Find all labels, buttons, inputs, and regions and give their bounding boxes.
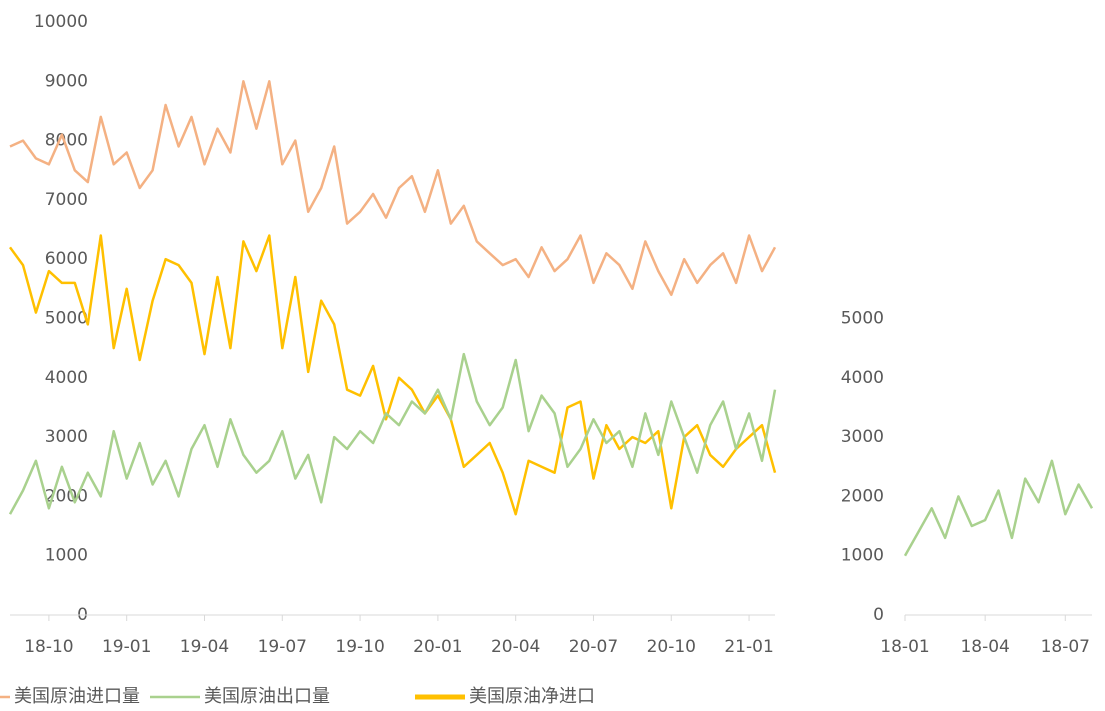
- series-line: [8, 234, 777, 516]
- x-tick-label: 20-01: [413, 637, 462, 657]
- x-tick-label: 18-07: [1041, 637, 1090, 657]
- y-tick-label: 3000: [841, 427, 884, 447]
- y-tick-label: 2000: [45, 486, 88, 506]
- x-tick-label: 18-04: [960, 637, 1009, 657]
- y-tick-label: 4000: [45, 368, 88, 388]
- legend-label: 美国原油进口量: [14, 686, 140, 707]
- y-tick-label: 5000: [45, 309, 88, 329]
- y-tick-label: 0: [873, 605, 884, 625]
- x-tick-label: 19-07: [258, 637, 307, 657]
- x-tick-label: 18-10: [24, 637, 73, 657]
- y-tick-label: 1000: [45, 546, 88, 566]
- y-tick-label: 7000: [45, 190, 88, 210]
- x-tick-label: 20-07: [569, 637, 618, 657]
- series-line: [9, 80, 777, 297]
- legend-label: 美国原油净进口: [469, 686, 595, 707]
- x-tick-label: 20-10: [647, 637, 696, 657]
- y-tick-label: 2000: [841, 486, 884, 506]
- x-tick-label: 20-04: [491, 637, 540, 657]
- x-tick-label: 18-01: [880, 637, 929, 657]
- y-tick-label: 8000: [45, 131, 88, 151]
- series-line: [903, 459, 1094, 557]
- y-tick-label: 9000: [45, 71, 88, 91]
- series-line: [8, 352, 777, 515]
- x-tick-label: 19-01: [102, 637, 151, 657]
- legend-label: 美国原油出口量: [204, 686, 330, 707]
- y-tick-label: 10000: [34, 12, 88, 32]
- y-tick-label: 4000: [841, 368, 884, 388]
- x-tick-label: 21-01: [724, 637, 773, 657]
- x-tick-label: 19-10: [335, 637, 384, 657]
- x-tick-label: 19-04: [180, 637, 229, 657]
- y-tick-label: 1000: [841, 546, 884, 566]
- y-tick-label: 5000: [841, 309, 884, 329]
- legend: 美国原油进口量 美国原油出口量 美国原油净进口: [0, 686, 595, 707]
- y-tick-label: 6000: [45, 249, 88, 269]
- y-tick-label: 3000: [45, 427, 88, 447]
